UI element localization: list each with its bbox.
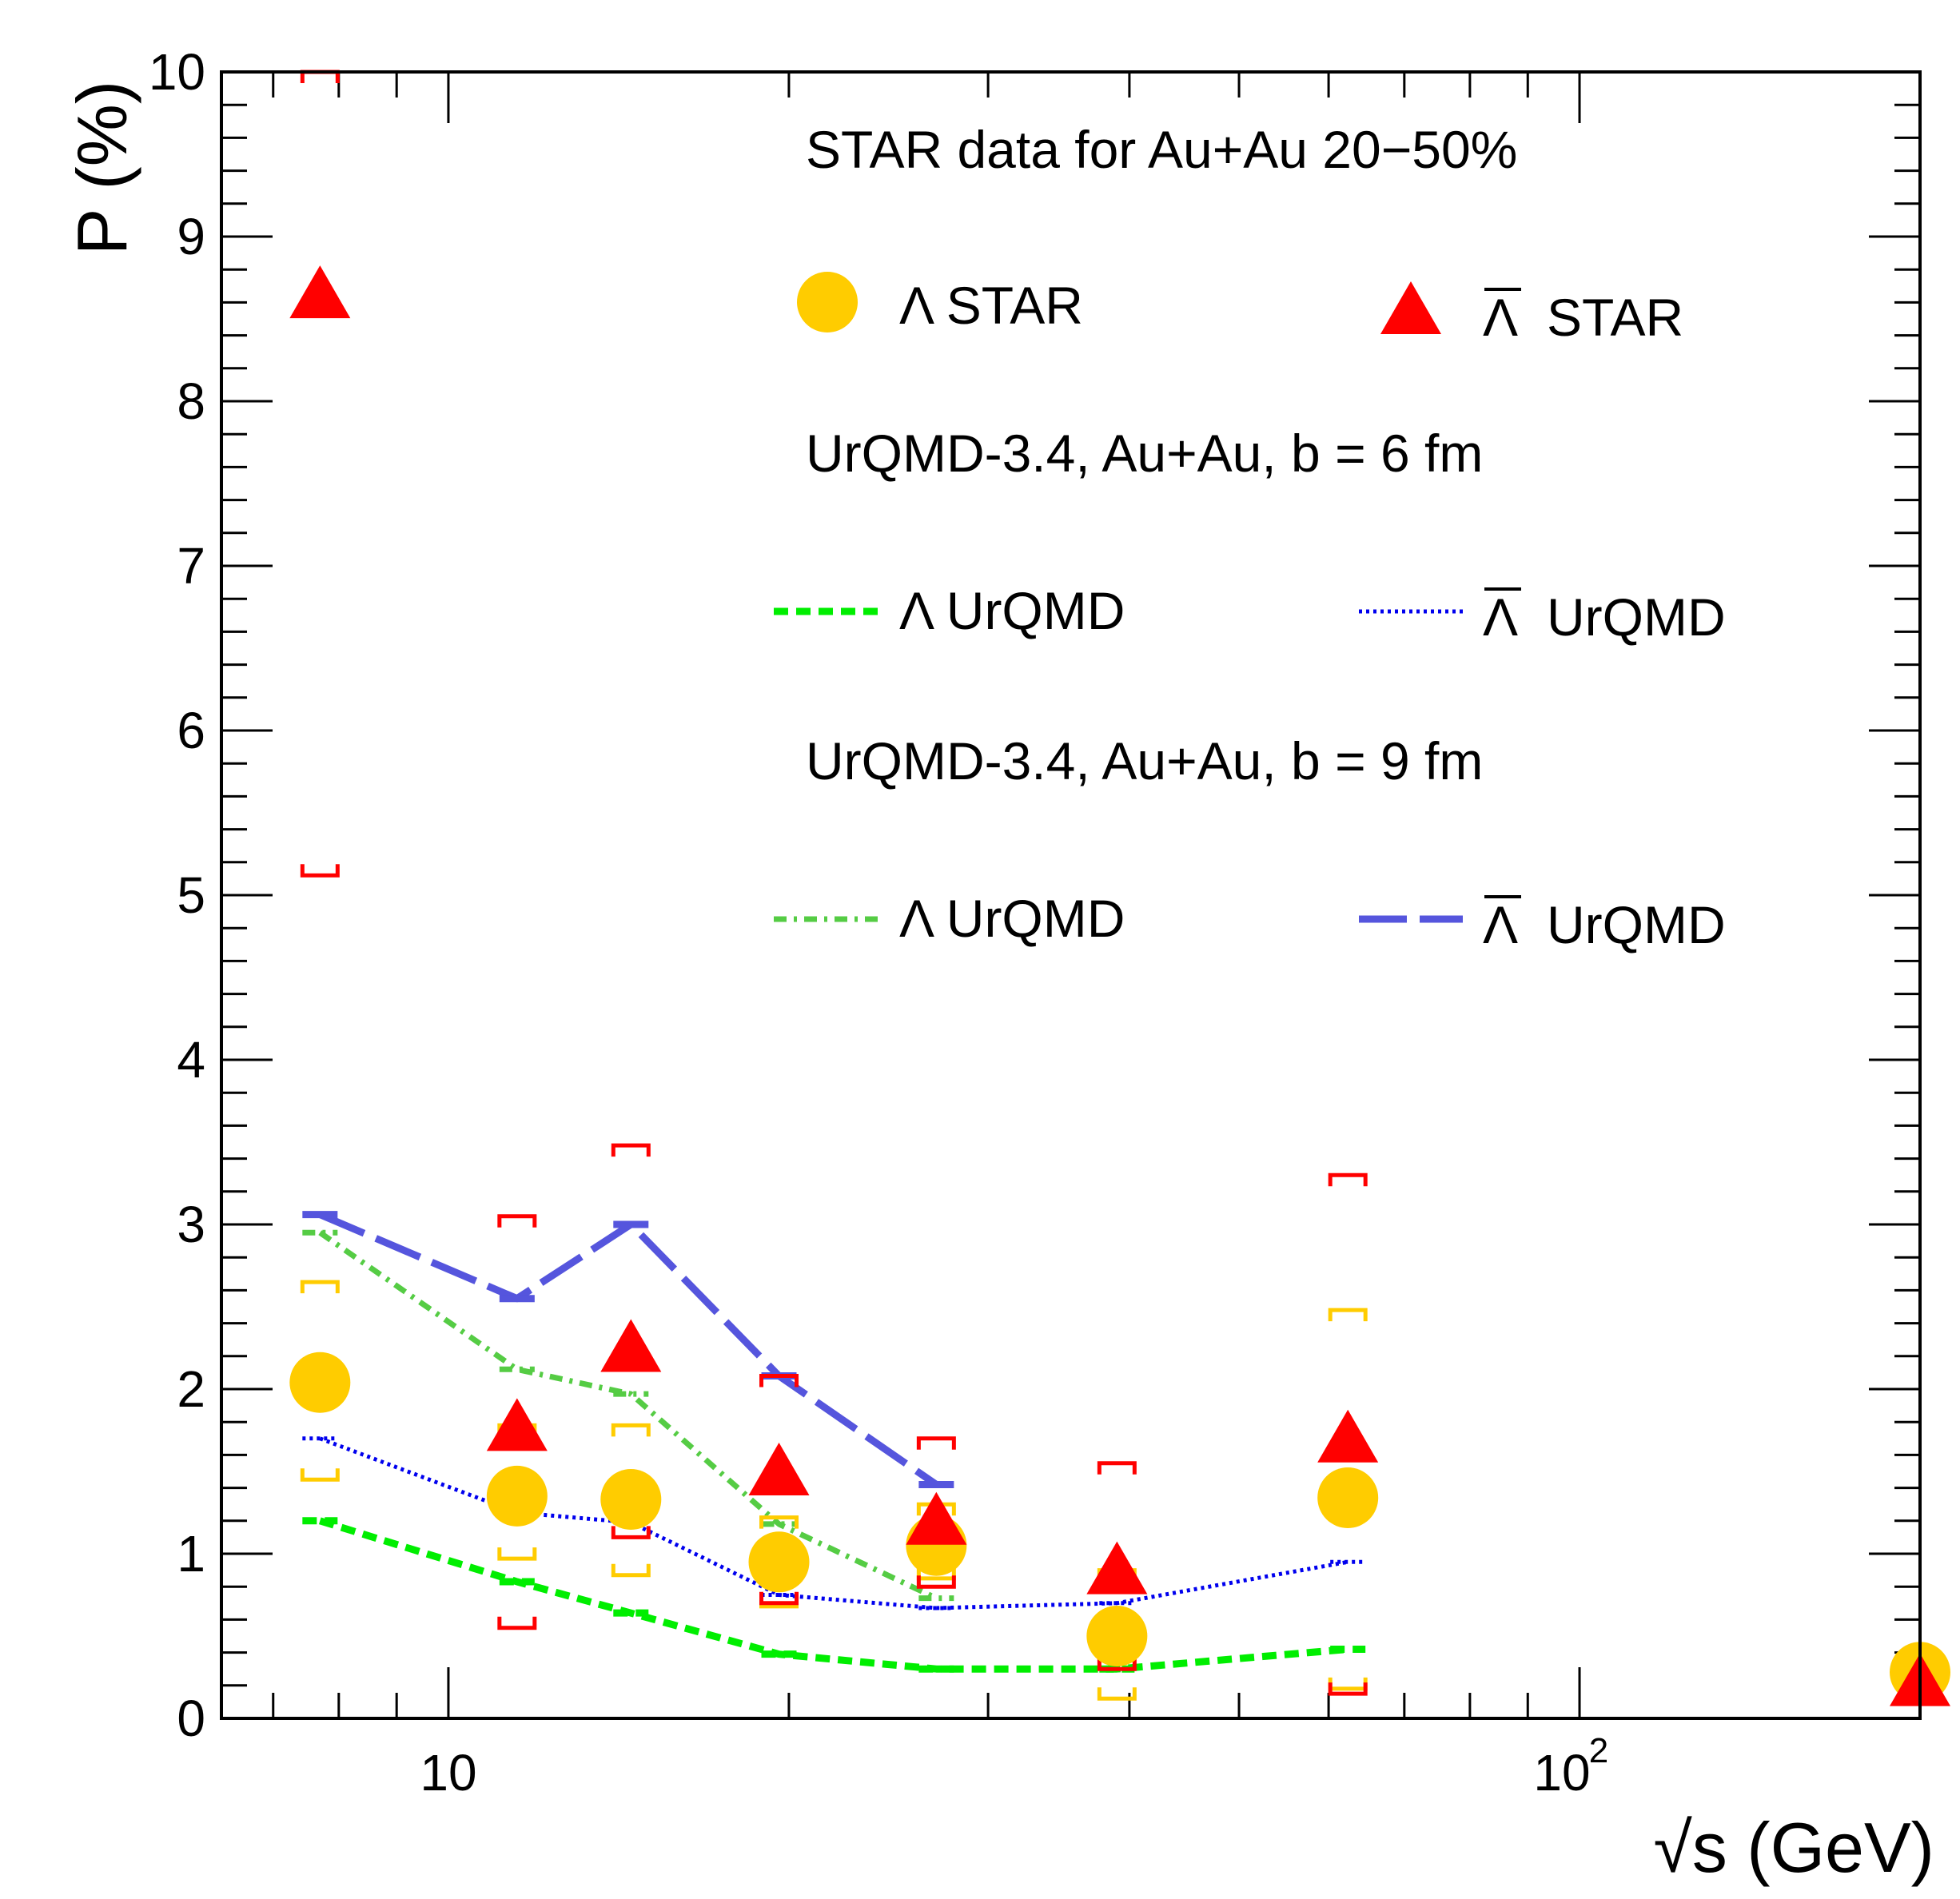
y-axis-label: P (%) bbox=[62, 81, 141, 255]
legend-header-star: STAR data for Au+Au 20−50% bbox=[806, 120, 1517, 179]
sys-high-antilambda_star bbox=[1328, 1172, 1368, 1187]
y-tick-label: 8 bbox=[177, 372, 205, 430]
y-tick-label: 10 bbox=[149, 43, 205, 101]
legend-antilambda-b6-label: UrQMD bbox=[1547, 587, 1726, 647]
marker-antilambda-star bbox=[600, 1319, 662, 1372]
marker-antilambda-star bbox=[1086, 1541, 1148, 1594]
sys-low-antilambda_star bbox=[1328, 1682, 1368, 1696]
sys-low-antilambda_star bbox=[759, 1591, 799, 1606]
marker-lambda-star bbox=[1086, 1606, 1148, 1666]
legend-antilambda-star-symbol: Λ bbox=[1483, 288, 1518, 347]
y-tick-label: 6 bbox=[177, 702, 205, 759]
sys-high-antilambda_star bbox=[611, 1143, 651, 1157]
x-tick-label: 10 bbox=[420, 1744, 476, 1801]
y-tick-label: 1 bbox=[177, 1525, 205, 1582]
marker-antilambda-star bbox=[289, 265, 351, 319]
marker-lambda-star bbox=[1317, 1467, 1379, 1528]
sys-high-lambda_star bbox=[1328, 1308, 1368, 1322]
sys-high-antilambda_star bbox=[497, 1214, 537, 1228]
sys-low-lambda_star bbox=[300, 1468, 340, 1482]
marker-antilambda-star bbox=[1317, 1409, 1379, 1463]
marker-lambda-star bbox=[486, 1465, 548, 1527]
y-tick-label: 7 bbox=[177, 537, 205, 595]
legend-antilambda-b6-symbol: Λ bbox=[1483, 587, 1518, 647]
sys-low-antilambda_star bbox=[1097, 1658, 1137, 1671]
legend-antilambda-star-marker bbox=[1380, 281, 1441, 334]
marker-antilambda-star bbox=[748, 1443, 810, 1495]
legend-antilambda-b9-symbol: Λ bbox=[1483, 895, 1518, 954]
legend-header-b9: UrQMD-3.4, Au+Au, b = 9 fm bbox=[806, 731, 1483, 790]
sys-high-antilambda_star bbox=[759, 1374, 799, 1387]
line-antilambda_b6 bbox=[319, 1436, 1348, 1610]
legend-lambda-b9-label: Λ UrQMD bbox=[899, 889, 1125, 948]
y-tick-label: 4 bbox=[177, 1031, 205, 1089]
x-tick-label-exponent: 2 bbox=[1589, 1731, 1608, 1770]
marker-antilambda-star bbox=[486, 1398, 548, 1451]
x-tick-label: 10 bbox=[1533, 1744, 1590, 1801]
y-tick-label: 5 bbox=[177, 866, 205, 924]
marker-lambda-star bbox=[600, 1469, 662, 1531]
marker-lambda-star bbox=[289, 1352, 351, 1413]
urqmd-lines bbox=[302, 1211, 1366, 1673]
x-axis-label: √s (GeV) bbox=[1654, 1808, 1934, 1887]
sys-low-antilambda_star bbox=[497, 1616, 537, 1630]
sys-high-lambda_star bbox=[611, 1423, 651, 1437]
sys-high-antilambda_star bbox=[916, 1436, 956, 1450]
y-tick-label: 9 bbox=[177, 208, 205, 265]
axis-ticks bbox=[221, 70, 1922, 1720]
legend-antilambda-b9-label: UrQMD bbox=[1547, 895, 1726, 954]
line-lambda_b9 bbox=[318, 1230, 938, 1601]
sys-low-antilambda_star bbox=[300, 864, 340, 878]
legend-lambda-star-label: Λ STAR bbox=[899, 276, 1083, 335]
legend-antilambda-star-label: STAR bbox=[1547, 288, 1683, 347]
sys-low-antilambda_star bbox=[916, 1575, 956, 1589]
line-lambda_b6 bbox=[318, 1517, 1348, 1673]
legend-lambda-star-marker bbox=[797, 272, 858, 332]
sys-low-lambda_star bbox=[497, 1547, 537, 1561]
y-tick-label: 2 bbox=[177, 1360, 205, 1418]
marker-antilambda-star bbox=[906, 1491, 967, 1545]
sys-high-lambda_star bbox=[300, 1280, 340, 1294]
sys-low-antilambda_star bbox=[611, 1526, 651, 1539]
sys-high-antilambda_star bbox=[300, 70, 340, 83]
legend: STAR data for Au+Au 20−50% Λ STAR Λ STAR… bbox=[774, 120, 1726, 954]
y-tick-label: 0 bbox=[177, 1690, 205, 1747]
star-markers bbox=[289, 265, 1950, 1706]
sys-low-lambda_star bbox=[611, 1563, 651, 1578]
legend-header-b6: UrQMD-3.4, Au+Au, b = 6 fm bbox=[806, 424, 1483, 483]
sys-high-lambda_star bbox=[759, 1515, 799, 1529]
sys-high-antilambda_star bbox=[1097, 1461, 1137, 1475]
marker-lambda-star bbox=[748, 1531, 810, 1593]
legend-lambda-b6-label: Λ UrQMD bbox=[899, 581, 1125, 640]
sys-low-lambda_star bbox=[1328, 1677, 1368, 1691]
y-tick-label: 3 bbox=[177, 1196, 205, 1253]
sys-low-lambda_star bbox=[1097, 1687, 1137, 1701]
sys-low-lambda_star bbox=[916, 1567, 956, 1581]
plot-frame bbox=[220, 70, 1922, 1720]
